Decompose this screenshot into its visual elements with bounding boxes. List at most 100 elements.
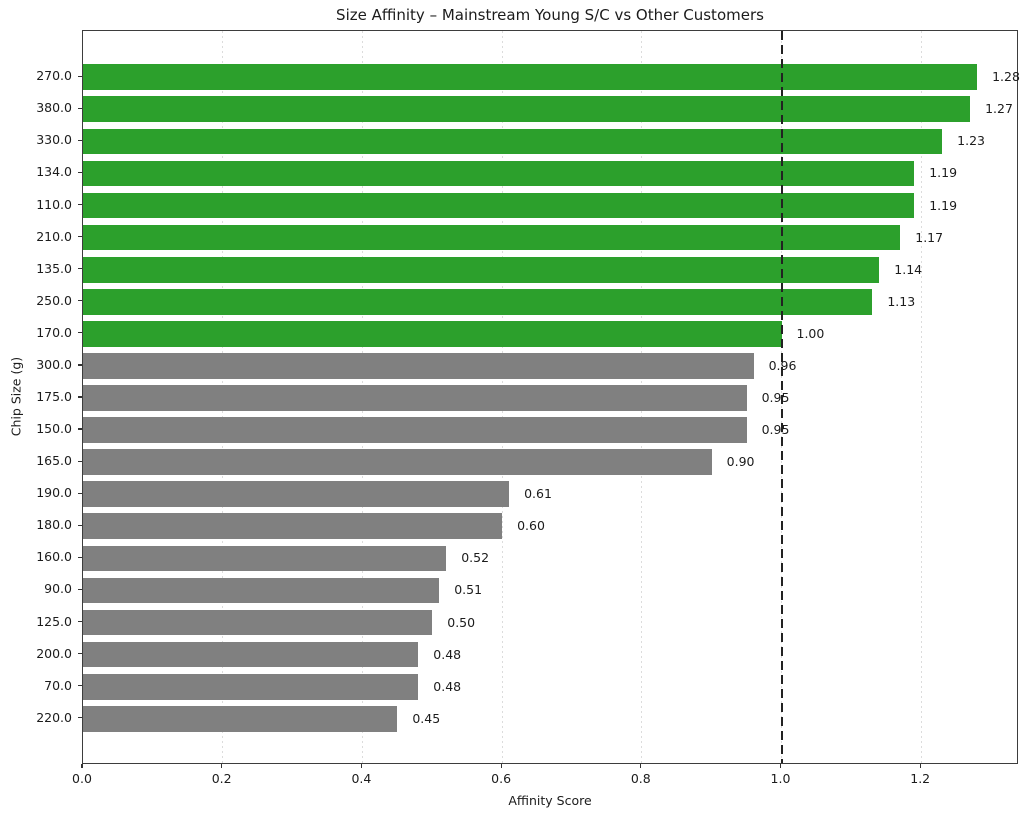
y-tick-label: 380.0 — [36, 100, 72, 116]
bar — [83, 545, 447, 572]
bar — [83, 96, 971, 123]
x-tick-label: 0.4 — [351, 771, 372, 786]
y-tick-mark — [78, 171, 82, 174]
y-tick-mark — [78, 332, 82, 334]
x-tick-mark — [221, 764, 223, 768]
chart-title: Size Affinity – Mainstream Young S/C vs … — [336, 6, 764, 24]
bar-value-label: 1.17 — [915, 229, 944, 245]
bar — [83, 288, 873, 315]
bar-value-label: 0.45 — [412, 710, 441, 726]
x-axis-label: Affinity Score — [508, 793, 592, 808]
y-tick-mark — [78, 492, 82, 494]
y-tick-mark — [78, 524, 82, 526]
y-tick-label: 135.0 — [36, 260, 72, 276]
x-tick-label: 0.2 — [211, 771, 232, 786]
x-tick-mark — [81, 764, 83, 768]
y-tick-label: 170.0 — [36, 324, 72, 340]
x-tick-mark — [919, 764, 921, 768]
y-tick-mark — [78, 396, 82, 398]
x-tick-mark — [360, 764, 362, 768]
y-tick-label: 300.0 — [36, 356, 72, 372]
bar — [83, 577, 440, 604]
bar — [83, 256, 880, 283]
bar-value-label: 1.27 — [985, 101, 1013, 117]
bar — [83, 705, 398, 732]
bar-value-label: 0.50 — [447, 614, 476, 630]
y-tick-mark — [78, 300, 82, 302]
x-tick-mark — [779, 764, 782, 768]
bar-value-label: 1.28 — [992, 69, 1020, 85]
y-tick-label: 180.0 — [36, 517, 72, 533]
bar — [83, 673, 419, 700]
y-tick-label: 90.0 — [44, 581, 72, 597]
bar — [83, 417, 747, 443]
y-tick-label: 125.0 — [36, 613, 72, 629]
y-tick-label: 160.0 — [36, 549, 72, 565]
x-tick-label: 0.6 — [491, 771, 512, 786]
x-tick-label: 1.2 — [910, 771, 931, 786]
threshold-line — [780, 31, 783, 763]
bar — [83, 353, 754, 379]
bar — [83, 321, 782, 347]
y-tick-label: 270.0 — [36, 68, 72, 84]
y-tick-label: 220.0 — [36, 709, 72, 725]
y-tick-label: 165.0 — [36, 453, 72, 469]
bar-value-label: 0.95 — [761, 422, 790, 438]
y-tick-mark — [78, 235, 82, 238]
bar-value-label: 0.48 — [433, 646, 462, 662]
y-tick-mark — [78, 139, 82, 141]
y-tick-mark — [78, 653, 82, 655]
y-tick-mark — [78, 203, 82, 206]
y-tick-label: 190.0 — [36, 485, 72, 501]
y-tick-mark — [78, 620, 82, 623]
bar-value-label: 0.61 — [524, 486, 552, 502]
bar-value-label: 0.95 — [761, 390, 790, 405]
bar-value-label: 0.96 — [768, 357, 797, 373]
y-tick-mark — [78, 364, 82, 366]
y-tick-label: 70.0 — [44, 677, 72, 693]
y-tick-mark — [78, 428, 82, 430]
bar-value-label: 1.19 — [929, 165, 958, 181]
bar — [83, 192, 915, 219]
y-tick-label: 110.0 — [36, 196, 72, 212]
bar — [83, 513, 503, 540]
bar-value-label: 1.23 — [957, 133, 985, 149]
y-tick-label: 175.0 — [36, 389, 72, 404]
y-tick-label: 200.0 — [36, 645, 72, 661]
y-tick-mark — [78, 268, 82, 270]
bar-value-label: 0.51 — [454, 582, 483, 598]
bar — [83, 224, 901, 251]
y-tick-label: 134.0 — [36, 164, 72, 180]
bar — [83, 385, 747, 411]
bar-value-label: 0.48 — [433, 678, 462, 694]
x-tick-label: 0.0 — [72, 771, 92, 786]
y-tick-label: 330.0 — [36, 132, 72, 148]
y-tick-mark — [78, 685, 82, 687]
y-tick-mark — [78, 717, 82, 719]
x-tick-label: 0.8 — [630, 771, 651, 786]
bar-value-label: 1.13 — [887, 293, 916, 309]
y-tick-label: 210.0 — [36, 228, 72, 244]
bar — [83, 449, 712, 475]
y-tick-mark — [78, 75, 82, 77]
bar-value-label: 0.60 — [517, 518, 545, 534]
bar — [83, 128, 943, 155]
bar — [83, 641, 419, 668]
x-tick-mark — [500, 764, 502, 768]
bar-value-label: 0.90 — [726, 454, 755, 470]
bar — [83, 160, 915, 187]
y-tick-label: 150.0 — [36, 421, 72, 437]
x-tick-mark — [640, 764, 642, 768]
gridline — [920, 31, 922, 763]
plot-area: 1.28 1.27 1.23 1.19 1.19 1.17 1.14 1.13 1.00 0.96… — [82, 30, 1020, 764]
y-tick-label: 250.0 — [36, 292, 72, 308]
bar — [83, 481, 510, 508]
bar-value-label: 0.52 — [461, 550, 490, 566]
x-tick-label: 1.0 — [770, 771, 791, 786]
bar-value-label: 1.00 — [796, 325, 825, 341]
y-tick-mark — [78, 107, 82, 109]
bar-value-label: 1.19 — [929, 197, 958, 213]
bar-value-label: 1.14 — [894, 261, 923, 277]
y-tick-mark — [78, 460, 82, 462]
